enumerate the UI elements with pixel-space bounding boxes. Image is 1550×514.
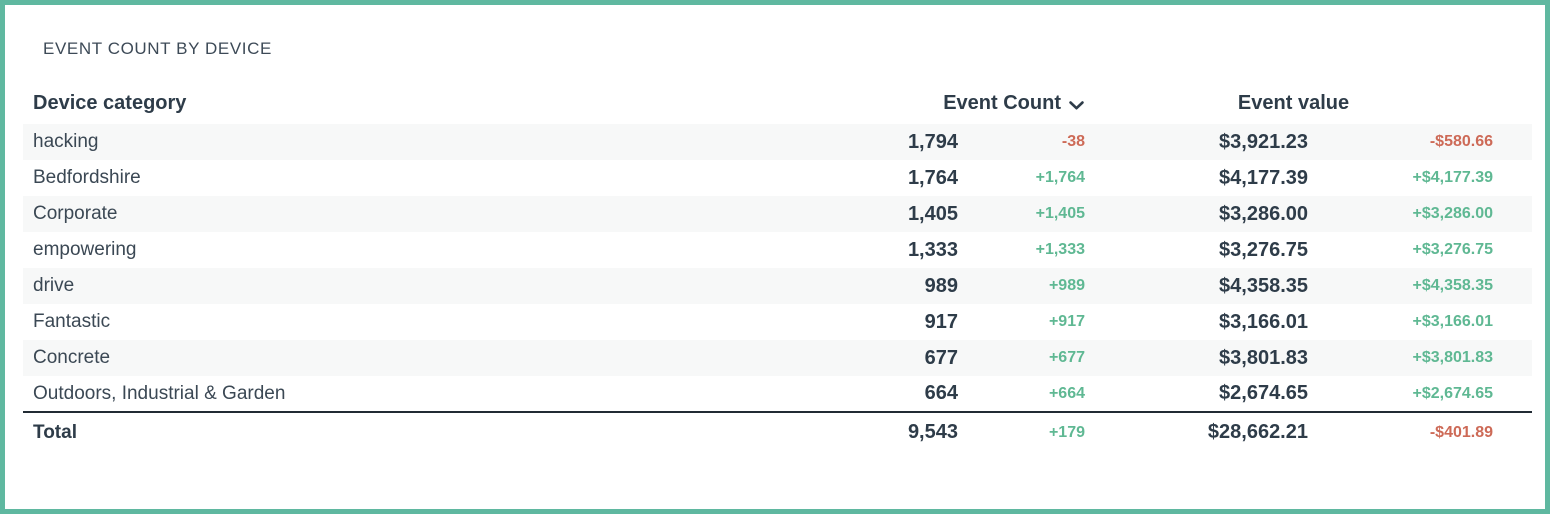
column-header-event-count-sort[interactable]: Event Count [783, 82, 1085, 124]
count-delta-cell: +677 [1048, 349, 1085, 366]
widget-title: EVENT COUNT BY DEVICE [43, 39, 272, 58]
value-delta-cell: +$3,276.75 [1412, 241, 1494, 258]
category-cell: empowering [33, 239, 137, 260]
count-cell: 1,764 [907, 166, 958, 189]
value-delta-cell: +$4,177.39 [1412, 169, 1494, 186]
count-cell: 989 [924, 274, 958, 297]
table-row: Fantastic 917 +917 $3,166.01 +$3,166.01 [23, 304, 1532, 340]
value-cell: $4,358.35 [1219, 274, 1308, 297]
count-delta-cell: +664 [1048, 384, 1085, 402]
total-value-cell: $28,662.21 [1207, 421, 1308, 443]
count-cell: 677 [924, 346, 958, 369]
count-cell: 917 [924, 310, 958, 333]
category-cell: Corporate [33, 203, 118, 224]
count-delta-cell: -38 [1061, 133, 1085, 150]
total-value-delta-cell: -$401.89 [1429, 423, 1494, 441]
column-header-event-count-label: Event Count [943, 91, 1061, 114]
total-count-delta-cell: +179 [1048, 423, 1085, 441]
count-delta-cell: +1,405 [1035, 205, 1085, 222]
value-delta-cell: +$3,801.83 [1412, 349, 1494, 366]
count-cell: 1,405 [907, 202, 958, 225]
count-delta-cell: +917 [1048, 313, 1085, 330]
value-delta-cell: +$3,286.00 [1412, 205, 1494, 222]
table-row: Corporate 1,405 +1,405 $3,286.00 +$3,286… [23, 196, 1533, 232]
category-cell: Bedfordshire [33, 167, 141, 188]
value-cell: $3,276.75 [1219, 238, 1308, 261]
value-delta-cell: +$3,166.01 [1412, 313, 1494, 330]
total-label: Total [33, 421, 77, 443]
category-cell: Outdoors, Industrial & Garden [33, 382, 286, 404]
value-cell: $2,674.65 [1219, 382, 1308, 404]
column-header-device-category: Device category [33, 91, 187, 114]
table-row: empowering 1,333 +1,333 $3,276.75 +$3,27… [23, 232, 1532, 268]
count-delta-cell: +989 [1048, 277, 1085, 294]
total-count-cell: 9,543 [907, 421, 958, 443]
total-row: Total 9,543 +179 $28,662.21 -$401.89 [23, 412, 1533, 452]
value-cell: $3,286.00 [1219, 202, 1308, 225]
column-header-event-value: Event value [1237, 91, 1350, 114]
value-delta-cell: +$4,358.35 [1412, 277, 1494, 294]
value-cell: $3,166.01 [1219, 310, 1308, 333]
value-cell: $4,177.39 [1219, 166, 1308, 189]
category-cell: Concrete [33, 347, 111, 368]
value-delta-cell: -$580.66 [1429, 133, 1494, 150]
table-row: hacking 1,794 -38 $3,921.23 -$580.66 [23, 124, 1533, 160]
count-cell: 1,333 [907, 238, 958, 261]
count-delta-cell: +1,764 [1035, 169, 1085, 186]
count-delta-cell: +1,333 [1035, 241, 1085, 258]
value-cell: $3,921.23 [1219, 130, 1308, 153]
value-cell: $3,801.83 [1219, 346, 1308, 369]
event-count-table: Device category Event Count Event value … [23, 82, 1533, 452]
category-cell: drive [33, 275, 75, 296]
table-row: Concrete 677 +677 $3,801.83 +$3,801.83 [23, 340, 1533, 376]
table-row: drive 989 +989 $4,358.35 +$4,358.35 [23, 268, 1533, 304]
count-cell: 664 [924, 382, 958, 404]
category-cell: Fantastic [33, 311, 111, 332]
table-row: Outdoors, Industrial & Garden 664 +664 $… [23, 376, 1532, 412]
chevron-down-icon [1069, 100, 1084, 109]
category-cell: hacking [33, 131, 99, 152]
header-row: Device category Event Count Event value [23, 82, 1532, 124]
value-delta-cell: +$2,674.65 [1412, 384, 1494, 402]
count-cell: 1,794 [907, 130, 958, 153]
table-row: Bedfordshire 1,764 +1,764 $4,177.39 +$4,… [23, 160, 1532, 196]
